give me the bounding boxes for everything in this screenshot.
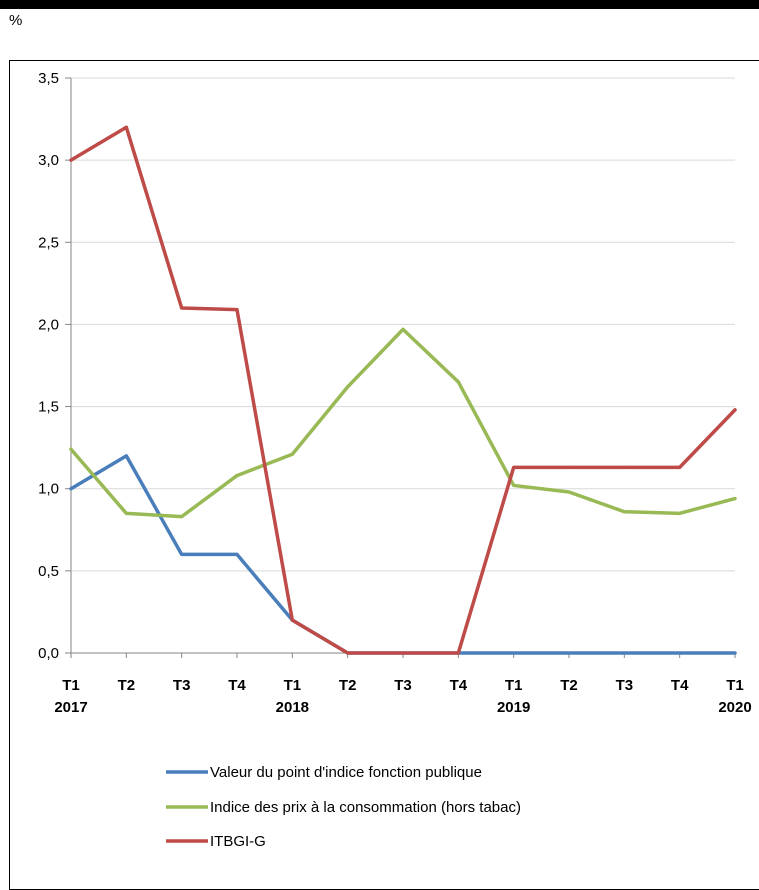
x-tick-label: T1 bbox=[284, 677, 302, 694]
y-tick-label: 0,5 bbox=[38, 563, 59, 580]
data-point-2 bbox=[180, 306, 184, 310]
y-tick-label: 3,5 bbox=[38, 70, 59, 87]
data-point-0 bbox=[124, 454, 128, 458]
data-point-0 bbox=[622, 651, 626, 655]
legend-label-2: ITBGI-G bbox=[210, 833, 266, 850]
x-tick-label: T2 bbox=[118, 677, 136, 694]
x-tick-label: T2 bbox=[560, 677, 578, 694]
data-point-0 bbox=[69, 487, 73, 491]
data-point-1 bbox=[290, 452, 294, 456]
x-tick-label: T2 bbox=[339, 677, 357, 694]
legend-label-1: Indice des prix à la consommation (hors … bbox=[210, 799, 521, 816]
y-tick-label: 0,0 bbox=[38, 645, 59, 662]
data-point-2 bbox=[733, 408, 737, 412]
data-point-2 bbox=[235, 308, 239, 312]
data-point-2 bbox=[622, 465, 626, 469]
x-year-label: 2017 bbox=[54, 699, 87, 716]
x-year-label: 2018 bbox=[276, 699, 309, 716]
data-point-0 bbox=[180, 552, 184, 556]
y-tick-label: 1,5 bbox=[38, 399, 59, 416]
data-point-2 bbox=[456, 651, 460, 655]
line-chart: 0,0 0,5 1,0 1,5 2,0 2,5 3,0 3,5 T1 2017 T2 T3 T4 T1 20… bbox=[38, 70, 752, 850]
data-point-2 bbox=[512, 465, 516, 469]
x-tick-label: T3 bbox=[616, 677, 634, 694]
x-tick-label: T3 bbox=[394, 677, 412, 694]
x-tick-label: T4 bbox=[671, 677, 689, 694]
data-point-2 bbox=[124, 125, 128, 129]
data-point-1 bbox=[512, 483, 516, 487]
x-tick-label: T1 bbox=[726, 677, 744, 694]
data-point-2 bbox=[290, 618, 294, 622]
data-point-2 bbox=[346, 651, 350, 655]
x-year-label: 2020 bbox=[718, 699, 751, 716]
x-tick-label: T1 bbox=[505, 677, 523, 694]
y-unit-label: % bbox=[9, 12, 23, 29]
data-point-2 bbox=[401, 651, 405, 655]
data-point-1 bbox=[622, 510, 626, 514]
data-point-1 bbox=[567, 490, 571, 494]
y-tick-label: 1,0 bbox=[38, 481, 59, 498]
data-point-1 bbox=[678, 511, 682, 515]
data-point-1 bbox=[733, 497, 737, 501]
data-point-1 bbox=[346, 385, 350, 389]
data-point-2 bbox=[567, 465, 571, 469]
data-point-1 bbox=[401, 327, 405, 331]
data-point-0 bbox=[678, 651, 682, 655]
data-point-2 bbox=[69, 158, 73, 162]
data-point-2 bbox=[678, 465, 682, 469]
x-tick-label: T4 bbox=[450, 677, 468, 694]
x-tick-label: T1 bbox=[62, 677, 80, 694]
data-point-0 bbox=[235, 552, 239, 556]
data-point-1 bbox=[456, 380, 460, 384]
data-point-1 bbox=[69, 447, 73, 451]
series-line-0 bbox=[69, 454, 737, 655]
data-point-1 bbox=[124, 511, 128, 515]
title-bar bbox=[0, 0, 759, 9]
data-point-0 bbox=[567, 651, 571, 655]
legend-label-0: Valeur du point d'indice fonction publiq… bbox=[210, 764, 482, 781]
series-line-2 bbox=[69, 125, 737, 655]
data-point-1 bbox=[180, 515, 184, 519]
data-point-1 bbox=[235, 474, 239, 478]
x-tick-label: T3 bbox=[173, 677, 191, 694]
y-tick-label: 2,5 bbox=[38, 234, 59, 251]
x-year-label: 2019 bbox=[497, 699, 530, 716]
x-tick-label: T4 bbox=[228, 677, 246, 694]
data-point-0 bbox=[512, 651, 516, 655]
y-tick-label: 3,0 bbox=[38, 152, 59, 169]
data-point-0 bbox=[733, 651, 737, 655]
y-tick-label: 2,0 bbox=[38, 316, 59, 333]
